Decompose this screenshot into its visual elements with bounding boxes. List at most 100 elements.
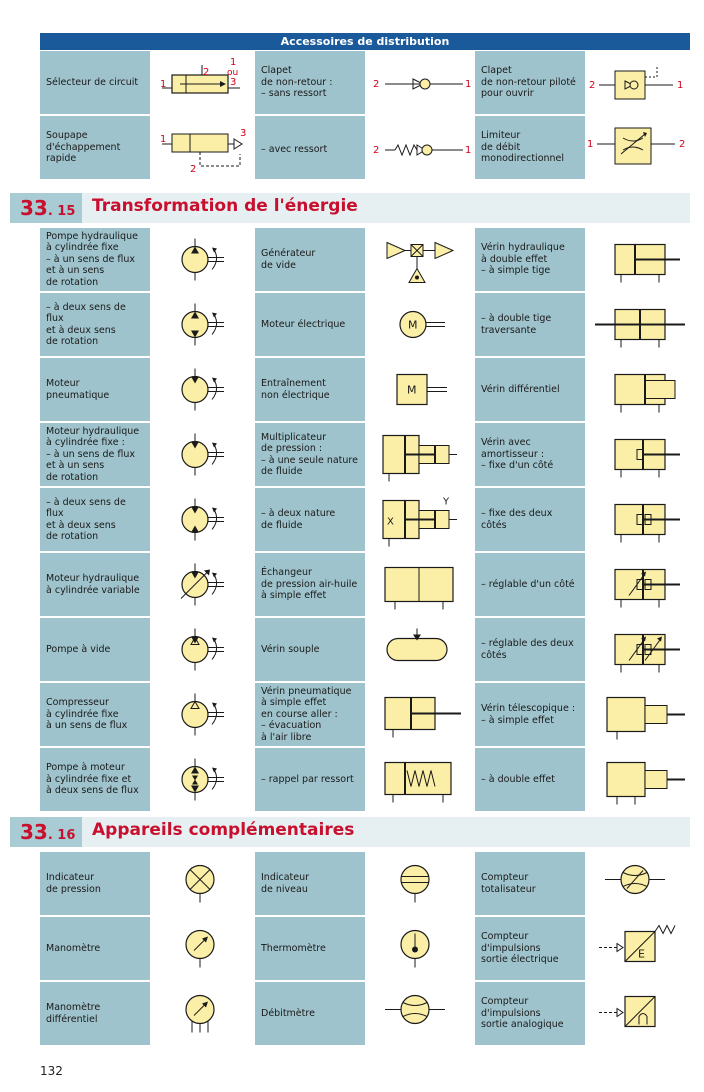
energy-symbol-c3-r9 <box>585 748 690 811</box>
label-text: Compteur d'impulsions sortie électrique <box>481 931 559 966</box>
energy-symbol-c2-r4 <box>365 423 475 486</box>
energy-symbol-c3-r1 <box>585 228 690 291</box>
label-text: Compteur totalisateur <box>481 872 536 895</box>
energy-label-c2-r1: Générateur de vide <box>255 228 365 291</box>
section-bar <box>10 193 690 223</box>
comp-symbol-c1-r2 <box>150 917 255 980</box>
label-text: Vérin pneumatique à simple effet en cour… <box>261 685 352 743</box>
svg-text:1: 1 <box>465 145 471 156</box>
energy-symbol-c3-r2 <box>585 293 690 356</box>
energy-label-c3-r7: – réglable des deux côtés <box>475 618 585 681</box>
symbol-clapet-sans-ressort: 2 1 <box>365 51 475 114</box>
label-text: Manomètre <box>46 942 101 954</box>
svg-text:3: 3 <box>230 77 236 88</box>
label-text: – fixe des deux côtés <box>481 508 553 531</box>
energy-symbol-c2-r9 <box>365 748 475 811</box>
svg-text:2: 2 <box>589 80 595 91</box>
comp-symbol-c2-r2 <box>365 917 475 980</box>
section-bar <box>10 817 690 847</box>
comp-symbol-c2-r3 <box>365 982 475 1045</box>
energy-symbol-c3-r5 <box>585 488 690 551</box>
label-limiteur-debit: Limiteur de débit monodirectionnel <box>475 116 585 179</box>
energy-label-c1-r7: Pompe à vide <box>40 618 150 681</box>
section-number: 33. 16 <box>10 817 82 847</box>
energy-symbol-c1-r4 <box>150 423 255 486</box>
label-clapet-sans-ressort: Clapet de non-retour : – sans ressort <box>255 51 365 114</box>
comp-label-c1-r3: Manomètre différentiel <box>40 982 150 1045</box>
label-text: Échangeur de pression air-huile à simple… <box>261 567 358 602</box>
energy-label-c3-r9: – à double effet <box>475 748 585 811</box>
comp-symbol-c3-r2: E <box>585 917 690 980</box>
label-text: – réglable d'un côté <box>481 578 575 590</box>
energy-label-c3-r1: Vérin hydraulique à double effet – à sim… <box>475 228 585 291</box>
svg-text:1: 1 <box>587 139 593 150</box>
svg-text:3: 3 <box>240 128 246 139</box>
energy-symbol-c2-r6 <box>365 553 475 616</box>
energy-label-c1-r5: – à deux sens de flux et à deux sens de … <box>40 488 150 551</box>
symbol-limiteur-debit: 1 2 <box>585 116 690 179</box>
energy-symbol-c2-r3: M <box>365 358 475 421</box>
label-clapet-pilote: Clapet de non-retour piloté pour ouvrir <box>475 51 585 114</box>
label-text: Générateur de vide <box>261 248 316 271</box>
label-text: – rappel par ressort <box>261 773 354 785</box>
comp-symbol-c1-r3 <box>150 982 255 1045</box>
label-clapet-avec-ressort: – avec ressort <box>255 116 365 179</box>
energy-symbol-c2-r1 <box>365 228 475 291</box>
symbol-clapet-avec-ressort: 2 1 <box>365 116 475 179</box>
energy-symbol-c3-r8 <box>585 683 690 746</box>
svg-text:1: 1 <box>465 79 471 90</box>
energy-label-c3-r8: Vérin télescopique : – à simple effet <box>475 683 585 746</box>
comp-label-c1-r2: Manomètre <box>40 917 150 980</box>
energy-symbol-c1-r1 <box>150 228 255 291</box>
label-text: – à deux sens de flux et à deux sens de … <box>46 496 126 543</box>
energy-label-c2-r9: – rappel par ressort <box>255 748 365 811</box>
label-soupape-echappement: Soupape d'échappement rapide <box>40 116 150 179</box>
energy-label-c1-r9: Pompe à moteur à cylindrée fixe et à deu… <box>40 748 150 811</box>
comp-symbol-c2-r1 <box>365 852 475 915</box>
energy-label-c1-r4: Moteur hydraulique à cylindrée fixe : – … <box>40 423 150 486</box>
comp-label-c3-r3: Compteur d'impulsions sortie analogique <box>475 982 585 1045</box>
symbol-soupape-echappement: 1 2 3 <box>150 116 255 179</box>
symbol-selecteur-circuit: 1 2 1 ou 3 <box>150 51 255 114</box>
energy-symbol-c1-r5 <box>150 488 255 551</box>
comp-label-c2-r2: Thermomètre <box>255 917 365 980</box>
svg-text:Y: Y <box>442 497 450 508</box>
energy-label-c1-r3: Moteur pneumatique <box>40 358 150 421</box>
label-text: Pompe à vide <box>46 643 111 655</box>
label-selecteur-circuit: Sélecteur de circuit <box>40 51 150 114</box>
label-text: – réglable des deux côtés <box>481 638 574 661</box>
label-text: Thermomètre <box>261 942 326 954</box>
energy-label-c1-r6: Moteur hydraulique à cylindrée variable <box>40 553 150 616</box>
symbol-clapet-pilote: 2 1 <box>585 51 690 114</box>
comp-label-c2-r1: Indicateur de niveau <box>255 852 365 915</box>
label-text: Vérin souple <box>261 643 320 655</box>
energy-symbol-c1-r2 <box>150 293 255 356</box>
section-number: 33. 15 <box>10 193 82 223</box>
energy-label-c1-r2: – à deux sens de flux et à deux sens de … <box>40 293 150 356</box>
svg-text:2: 2 <box>679 139 685 150</box>
label-text: Moteur pneumatique <box>46 378 110 401</box>
energy-label-c2-r3: Entraînement non électrique <box>255 358 365 421</box>
label-text: Moteur électrique <box>261 318 346 330</box>
energy-symbol-c1-r6 <box>150 553 255 616</box>
label-text: Compresseur à cylindrée fixe à un sens d… <box>46 697 128 732</box>
label-text: Moteur hydraulique à cylindrée fixe : – … <box>46 425 140 483</box>
label-text: – à deux nature de fluide <box>261 508 336 531</box>
energy-symbol-c3-r4 <box>585 423 690 486</box>
energy-symbol-c3-r3 <box>585 358 690 421</box>
energy-label-c2-r5: – à deux nature de fluide <box>255 488 365 551</box>
comp-symbol-c1-r1 <box>150 852 255 915</box>
label-text: Indicateur de niveau <box>261 872 310 895</box>
energy-symbol-c1-r3 <box>150 358 255 421</box>
comp-label-c3-r1: Compteur totalisateur <box>475 852 585 915</box>
label-text: – à deux sens de flux et à deux sens de … <box>46 301 126 348</box>
svg-text:2: 2 <box>373 145 379 156</box>
label-text: Indicateur de pression <box>46 872 101 895</box>
comp-symbol-c3-r1 <box>585 852 690 915</box>
energy-label-c1-r1: Pompe hydraulique à cylindrée fixe – à u… <box>40 228 150 291</box>
energy-label-c2-r6: Échangeur de pression air-huile à simple… <box>255 553 365 616</box>
label-text: Moteur hydraulique à cylindrée variable <box>46 573 140 596</box>
energy-symbol-c1-r9 <box>150 748 255 811</box>
energy-symbol-c1-r8 <box>150 683 255 746</box>
